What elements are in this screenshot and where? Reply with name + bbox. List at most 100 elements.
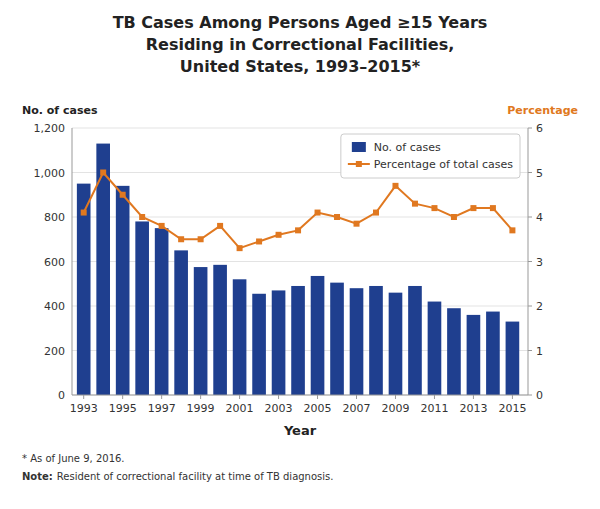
footnote-text: Resident of correctional facility at tim… xyxy=(57,471,334,482)
y-axis xyxy=(72,128,73,395)
marker xyxy=(256,238,262,244)
x-tick xyxy=(83,395,84,399)
x-tick-label: 2015 xyxy=(498,402,526,415)
bar xyxy=(233,279,247,395)
bar xyxy=(116,186,130,395)
x-tick-label: 1993 xyxy=(70,402,98,415)
bar xyxy=(135,221,149,395)
y2-tick-label: 0 xyxy=(536,389,543,402)
x-tick xyxy=(434,395,435,399)
x-tick xyxy=(512,395,513,399)
x-tick-label: 2003 xyxy=(265,402,293,415)
marker xyxy=(373,210,379,216)
y-tick-label: 0 xyxy=(58,389,65,402)
y2-tick xyxy=(528,261,532,262)
marker xyxy=(295,227,301,233)
bar xyxy=(506,322,520,395)
marker xyxy=(470,205,476,211)
bar xyxy=(213,265,227,395)
bar xyxy=(486,312,500,395)
y2-tick xyxy=(528,128,532,129)
footnote-bold: Note: xyxy=(22,471,53,482)
bar xyxy=(272,290,286,395)
y2-tick-label: 6 xyxy=(536,122,543,135)
x-tick-label: 2009 xyxy=(381,402,409,415)
marker xyxy=(334,214,340,220)
bar xyxy=(291,286,305,395)
grid-line xyxy=(72,395,528,396)
y2-tick xyxy=(528,350,532,351)
marker xyxy=(490,205,496,211)
footnote: Note: Resident of correctional facility a… xyxy=(22,471,333,482)
marker xyxy=(178,236,184,242)
y2-axis xyxy=(528,128,529,395)
bar xyxy=(194,267,208,395)
y2-axis-label: Percentage xyxy=(507,104,578,117)
x-tick xyxy=(473,395,474,399)
marker xyxy=(354,221,360,227)
marker xyxy=(198,236,204,242)
x-tick-label: 1999 xyxy=(187,402,215,415)
marker xyxy=(81,210,87,216)
y2-tick-label: 4 xyxy=(536,211,543,224)
x-tick xyxy=(200,395,201,399)
x-tick xyxy=(395,395,396,399)
bar xyxy=(311,276,325,395)
marker xyxy=(120,192,126,198)
y-tick-label: 800 xyxy=(44,211,65,224)
legend-swatch xyxy=(352,142,366,152)
chart: TB Cases Among Persons Aged ≥15 Years Res… xyxy=(0,0,600,509)
bar xyxy=(408,286,422,395)
y2-tick-label: 1 xyxy=(536,345,543,358)
y-axis-label: No. of cases xyxy=(22,104,98,117)
y2-tick xyxy=(528,217,532,218)
x-tick xyxy=(239,395,240,399)
grid xyxy=(72,128,528,395)
bar xyxy=(330,283,344,395)
x-tick xyxy=(317,395,318,399)
bar xyxy=(77,184,91,395)
marker xyxy=(392,183,398,189)
y2-tick xyxy=(528,306,532,307)
bar xyxy=(174,250,188,395)
marker xyxy=(159,223,165,229)
marker xyxy=(100,170,106,176)
x-tick xyxy=(122,395,123,399)
y2-tick-label: 3 xyxy=(536,256,543,269)
x-tick-label: 2011 xyxy=(420,402,448,415)
x-axis xyxy=(72,395,528,396)
x-tick xyxy=(161,395,162,399)
x-tick-label: 2001 xyxy=(226,402,254,415)
y-tick-label: 1,000 xyxy=(34,167,66,180)
bar xyxy=(369,286,383,395)
legend-label: No. of cases xyxy=(374,141,441,154)
title: TB Cases Among Persons Aged ≥15 Years xyxy=(113,13,488,32)
footnote: * As of June 9, 2016. xyxy=(22,453,125,464)
marker xyxy=(315,210,321,216)
grid-line xyxy=(72,128,528,129)
bar xyxy=(447,308,461,395)
x-tick-label: 1995 xyxy=(109,402,137,415)
y-tick-label: 600 xyxy=(44,256,65,269)
x-tick-label: 1997 xyxy=(148,402,176,415)
bar xyxy=(428,302,442,395)
y2-tick-label: 2 xyxy=(536,300,543,313)
legend-box xyxy=(341,134,520,178)
legend: No. of cases Percentage of total cases xyxy=(341,134,520,178)
y-tick-label: 1,200 xyxy=(34,122,66,135)
line xyxy=(84,173,513,249)
legend-label: Percentage of total cases xyxy=(374,158,513,171)
marker xyxy=(451,214,457,220)
title: United States, 1993–2015* xyxy=(180,57,421,76)
x-tick-label: 2005 xyxy=(304,402,332,415)
y-tick-label: 200 xyxy=(44,345,65,358)
marker xyxy=(217,223,223,229)
marker xyxy=(276,232,282,238)
marker xyxy=(139,214,145,220)
x-axis-label: Year xyxy=(283,423,317,438)
y2-tick-label: 5 xyxy=(536,167,543,180)
x-tick xyxy=(278,395,279,399)
bar xyxy=(350,288,364,395)
legend-marker xyxy=(356,161,362,167)
bar xyxy=(252,294,266,395)
